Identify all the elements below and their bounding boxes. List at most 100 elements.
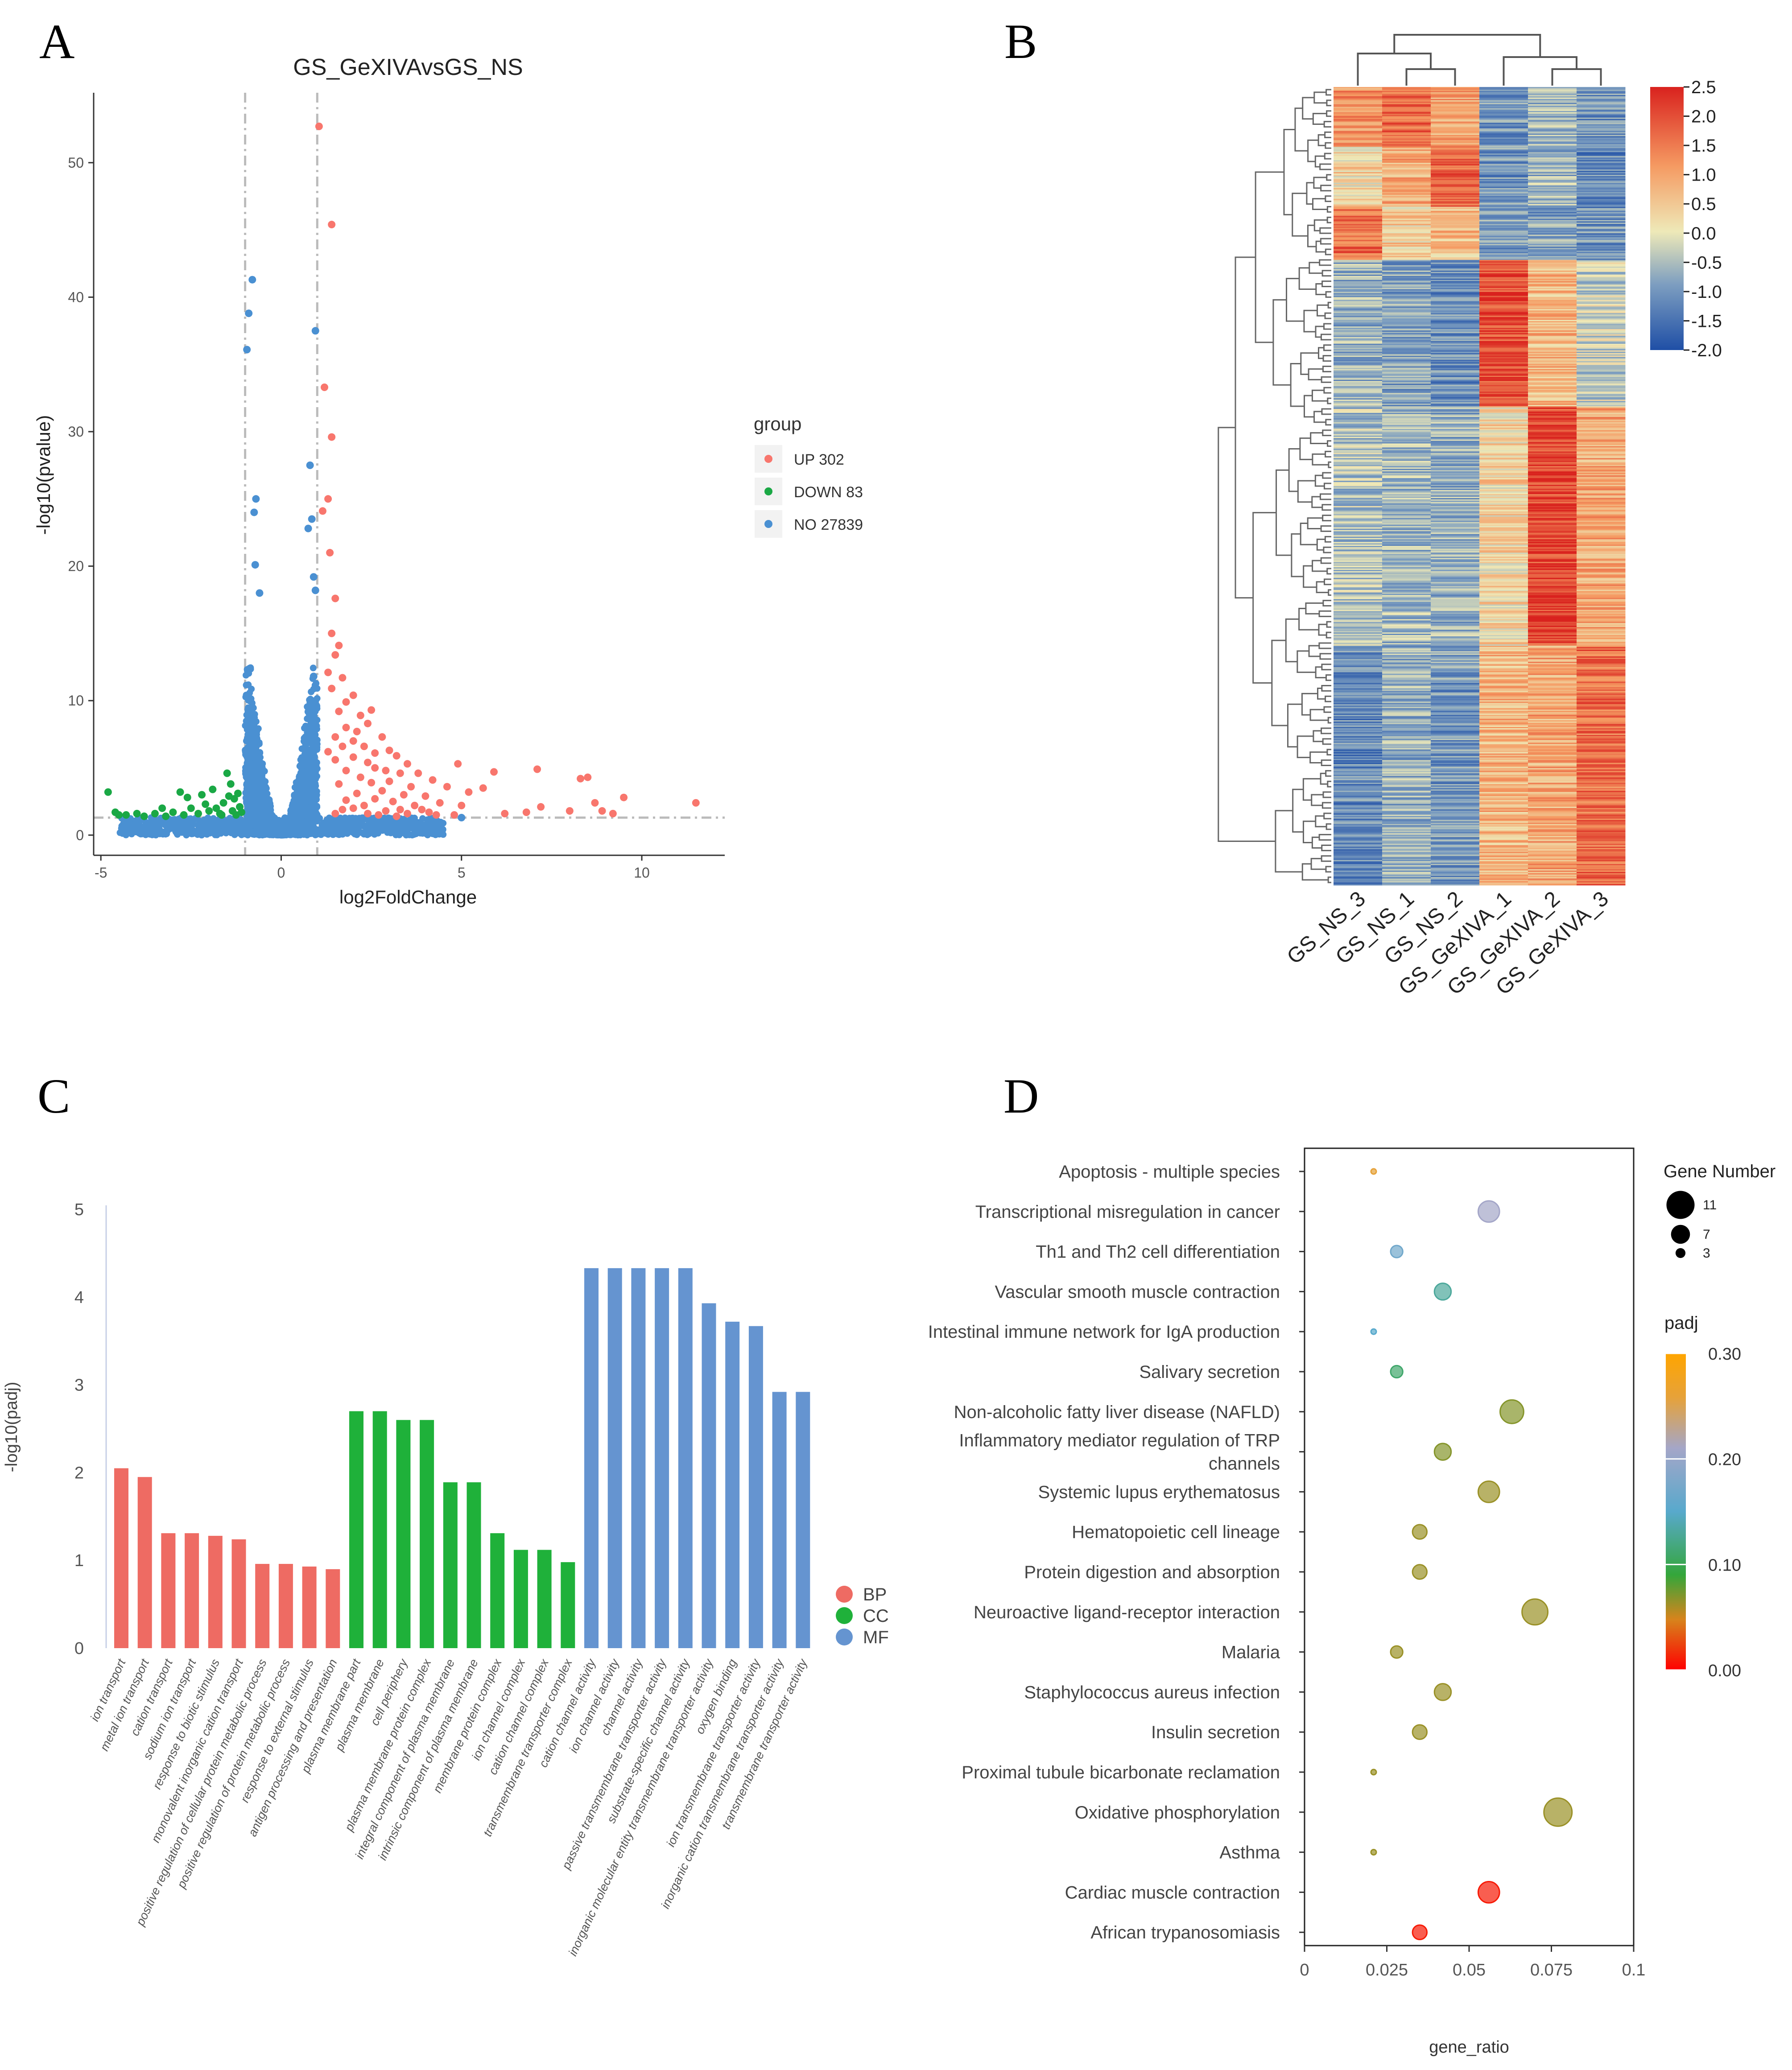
- dendrogram-link: [1504, 57, 1577, 86]
- volcano-point: [256, 779, 263, 786]
- dendrogram-link: [1326, 866, 1331, 872]
- dendrogram-link: [1320, 228, 1331, 233]
- volcano-point-up: [343, 767, 350, 775]
- dendrogram-link: [1321, 526, 1331, 532]
- volcano-point-up: [465, 788, 472, 796]
- volcano-point: [133, 817, 140, 824]
- dendrogram-link: [1291, 364, 1304, 406]
- volcano-point-up: [367, 779, 375, 787]
- volcano-point: [299, 830, 306, 837]
- dendrogram-link: [1298, 481, 1315, 502]
- volcano-point: [301, 735, 307, 742]
- dendrogram-link: [1327, 175, 1331, 180]
- dendrogram-link: [1316, 816, 1326, 827]
- volcano-point-up: [620, 794, 628, 801]
- volcano-point: [182, 824, 188, 830]
- volcano-point-up: [364, 810, 372, 817]
- dendrogram-link: [1323, 473, 1331, 478]
- dendrogram-link: [1310, 709, 1328, 720]
- dendrogram-link: [1327, 622, 1331, 627]
- dendrogram-link: [1319, 611, 1331, 616]
- volcano-point: [374, 827, 380, 833]
- dendrogram-link: [1321, 377, 1331, 382]
- volcano-point-down: [198, 791, 206, 799]
- volcano-point-down: [122, 811, 130, 819]
- dendrogram-link: [1321, 760, 1331, 766]
- dendrogram-link: [1323, 356, 1331, 361]
- volcano-point: [313, 816, 320, 823]
- volcano-point: [252, 764, 259, 771]
- dendrogram-link: [1319, 835, 1331, 840]
- volcano-point-up: [335, 642, 343, 649]
- dendrogram-link: [1322, 686, 1331, 691]
- dendrogram-link: [1299, 608, 1319, 630]
- volcano-y-tick-label: 30: [68, 424, 84, 440]
- dendrogram-link: [1218, 428, 1276, 841]
- volcano-point: [292, 800, 299, 807]
- volcano-point-up: [584, 774, 591, 781]
- volcano-point: [267, 806, 273, 812]
- volcano-point: [299, 788, 306, 795]
- dendrogram-link: [1326, 632, 1331, 638]
- dendrogram-link: [1325, 313, 1331, 318]
- volcano-point-no: [243, 346, 251, 354]
- dendrogram-link: [1327, 569, 1331, 574]
- volcano-point: [309, 697, 315, 704]
- volcano-x-tick-label: 0: [277, 865, 285, 881]
- dendrogram-link: [1322, 845, 1331, 851]
- volcano-point: [344, 818, 351, 825]
- volcano-point: [162, 820, 169, 827]
- volcano-point: [289, 816, 296, 823]
- dendrogram-link: [1292, 194, 1308, 236]
- volcano-point-no: [310, 573, 318, 581]
- volcano-point-up: [407, 783, 415, 791]
- volcano-point: [385, 815, 392, 821]
- volcano-point: [197, 820, 204, 826]
- dendrogram-link: [1328, 877, 1331, 882]
- volcano-point: [142, 832, 149, 838]
- volcano-point: [314, 765, 321, 772]
- dendrogram-link: [1324, 388, 1331, 393]
- dendrogram-link: [1328, 781, 1331, 787]
- volcano-y-tick-label: 10: [68, 693, 84, 709]
- volcano-point: [240, 828, 247, 835]
- volcano-point-up: [599, 807, 606, 815]
- volcano-point-down: [140, 812, 148, 820]
- volcano-x-tick-label: -5: [95, 865, 107, 881]
- volcano-point-up: [490, 768, 498, 776]
- dendrogram-link: [1297, 651, 1316, 672]
- dendrogram-link: [1324, 579, 1331, 585]
- volcano-point-up: [400, 791, 408, 799]
- panel-b-heatmap: B GS_NS_3GS_NS_1GS_NS_2GS_GeXIVA_1GS_GeX…: [1004, 14, 1722, 1000]
- volcano-point: [249, 821, 256, 828]
- volcano-point: [302, 723, 309, 730]
- dendrogram-link: [1317, 582, 1329, 593]
- volcano-point: [302, 758, 309, 765]
- dendrogram-link: [1314, 412, 1326, 422]
- volcano-point-up: [609, 810, 617, 817]
- dendrogram-link: [1407, 69, 1455, 86]
- volcano-point-up: [328, 221, 335, 228]
- volcano-point: [185, 830, 191, 837]
- panel-label-b: B: [1004, 14, 1037, 69]
- volcano-point-up: [339, 806, 346, 813]
- volcano-point-down: [205, 807, 213, 815]
- volcano-point: [226, 827, 233, 834]
- volcano-point: [314, 685, 321, 692]
- volcano-point-up: [339, 674, 346, 681]
- dendrogram-link: [1292, 534, 1304, 576]
- volcano-point: [186, 819, 193, 826]
- volcano-point-up: [386, 778, 393, 785]
- dendrogram-link: [1322, 281, 1331, 287]
- dendrogram-link: [1309, 369, 1323, 379]
- volcano-point: [311, 741, 318, 748]
- dendrogram-link: [1321, 558, 1331, 563]
- volcano-point-down: [162, 812, 169, 820]
- volcano-point: [304, 703, 310, 710]
- volcano-point: [257, 796, 264, 802]
- volcano-point: [297, 773, 304, 779]
- dendrogram-link: [1326, 420, 1331, 425]
- volcano-point-up: [375, 811, 382, 819]
